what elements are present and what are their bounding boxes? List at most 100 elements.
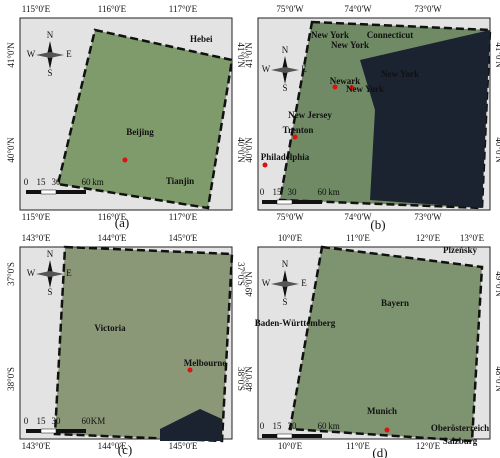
bottom-tick-label: 11°0'E xyxy=(346,441,370,451)
right-tick-label: 49°0'N xyxy=(494,271,500,297)
compass-letter: S xyxy=(282,297,287,307)
top-tick-label: 74°0'W xyxy=(344,4,372,14)
scale-bar xyxy=(276,433,293,439)
panel-label: (c) xyxy=(118,442,132,457)
place-label: New York xyxy=(346,84,384,94)
left-tick-label: 41°0'N xyxy=(6,42,16,68)
place-label: Melbourne xyxy=(184,358,227,368)
map-panel: 10°0'E 11°0'E 12°0'E 13°0'E 10°0'E 11°0'E 12°0… xyxy=(244,233,500,458)
top-tick-label: 117°0'E xyxy=(169,4,198,14)
left-tick-label: 37°0'S xyxy=(6,262,16,286)
compass-rose xyxy=(36,52,64,58)
city-marker xyxy=(332,84,338,90)
place-label: Oberösterreich xyxy=(431,423,489,433)
bottom-tick-label: 75°0'W xyxy=(276,212,304,222)
compass-letter: W xyxy=(262,64,271,74)
scale-label: 15 xyxy=(273,421,283,431)
scale-label: 30 xyxy=(52,177,62,187)
compass-letter: S xyxy=(282,83,287,93)
scale-bar xyxy=(40,189,57,195)
scale-label: km xyxy=(328,421,340,431)
compass-rose xyxy=(271,281,299,287)
compass-letter: W xyxy=(27,49,36,59)
panel-label: (d) xyxy=(372,445,387,458)
compass-letter: N xyxy=(282,45,289,55)
scale-label: km xyxy=(328,187,340,197)
compass-letter: E xyxy=(301,64,307,74)
compass-letter: S xyxy=(47,287,52,297)
scale-label: 30 xyxy=(288,187,298,197)
bottom-tick-label: 117°0'E xyxy=(169,212,198,222)
left-tick-label: 49°0'N xyxy=(244,271,254,297)
scale-label: 15 xyxy=(37,177,47,187)
place-label: Trenton xyxy=(283,125,314,135)
scale-label: 60 xyxy=(318,187,328,197)
top-tick-label: 115°0'E xyxy=(22,4,51,14)
left-tick-label: 48°0'N xyxy=(244,366,254,392)
scale-label: 60 xyxy=(82,177,92,187)
place-label: Hebei xyxy=(190,34,213,44)
scale-bar xyxy=(276,199,293,205)
right-tick-label: 40°0'N xyxy=(236,137,246,163)
top-tick-label: 116°0'E xyxy=(98,4,127,14)
city-marker xyxy=(122,157,128,163)
top-tick-label: 11°0'E xyxy=(346,233,370,243)
compass-letter: E xyxy=(66,49,72,59)
city-marker xyxy=(187,367,193,373)
panel-label: (b) xyxy=(370,217,385,232)
place-label: Bayern xyxy=(381,298,409,308)
satellite-image xyxy=(56,28,234,210)
scale-label: 0 xyxy=(260,187,265,197)
right-tick-label: 48°0'N xyxy=(494,366,500,392)
compass-letter: E xyxy=(66,268,72,278)
top-tick-label: 145°0'E xyxy=(169,233,198,243)
scale-label: 60 xyxy=(82,416,92,426)
right-tick-label: 41°0'N xyxy=(494,42,500,68)
city-marker xyxy=(349,85,355,91)
right-tick-label: 41°0'N xyxy=(236,42,246,68)
scale-label: 0 xyxy=(260,421,265,431)
compass-letter: S xyxy=(47,68,52,78)
water xyxy=(160,409,222,441)
right-tick-label: 38°0'S xyxy=(236,367,246,391)
bottom-tick-label: 116°0'E xyxy=(98,212,127,222)
top-tick-label: 143°0'E xyxy=(22,233,51,243)
satellite-image xyxy=(288,245,484,443)
compass-letter: E xyxy=(301,278,307,288)
place-label: Philadelphia xyxy=(261,152,310,162)
city-marker xyxy=(262,162,268,168)
place-label: Munich xyxy=(367,406,397,416)
place-label: Connecticut xyxy=(367,30,414,40)
place-label: Baden-Württemberg xyxy=(255,318,336,328)
compass-letter: N xyxy=(282,259,289,269)
right-tick-label: 40°0'N xyxy=(494,137,500,163)
compass-letter: W xyxy=(27,268,36,278)
bottom-tick-label: 144°0'E xyxy=(98,441,127,451)
scale-bar xyxy=(40,428,57,434)
scale-label: 60 xyxy=(318,421,328,431)
map-panel: 115°0'E 116°0'E 117°0'E 115°0'E 116°0'E 117°0… xyxy=(6,4,246,230)
city-marker xyxy=(384,427,390,433)
place-label: New York xyxy=(331,40,369,50)
place-label: Victoria xyxy=(94,323,126,333)
bottom-tick-label: 115°0'E xyxy=(22,212,51,222)
left-tick-label: 38°0'S xyxy=(6,367,16,391)
map-panel: 75°0'W 74°0'W 73°0'W 75°0'W 74°0'W 73°0'W 41°0… xyxy=(244,4,500,232)
panel-label: (a) xyxy=(115,215,129,230)
scale-label: 30 xyxy=(52,416,62,426)
compass-rose xyxy=(271,67,299,73)
right-tick-label: 37°0'S xyxy=(236,262,246,286)
bottom-tick-label: 73°0'W xyxy=(414,212,442,222)
top-tick-label: 10°0'E xyxy=(278,233,303,243)
top-tick-label: 73°0'W xyxy=(414,4,442,14)
compass-rose xyxy=(36,271,64,277)
scale-label: km xyxy=(92,177,104,187)
scale-label: 15 xyxy=(273,187,283,197)
left-tick-label: 40°0'N xyxy=(244,137,254,163)
place-label: Salzburg xyxy=(443,436,478,446)
top-tick-label: 144°0'E xyxy=(98,233,127,243)
compass-letter: N xyxy=(47,30,54,40)
water xyxy=(360,30,490,208)
place-label: New Jersey xyxy=(288,110,332,120)
